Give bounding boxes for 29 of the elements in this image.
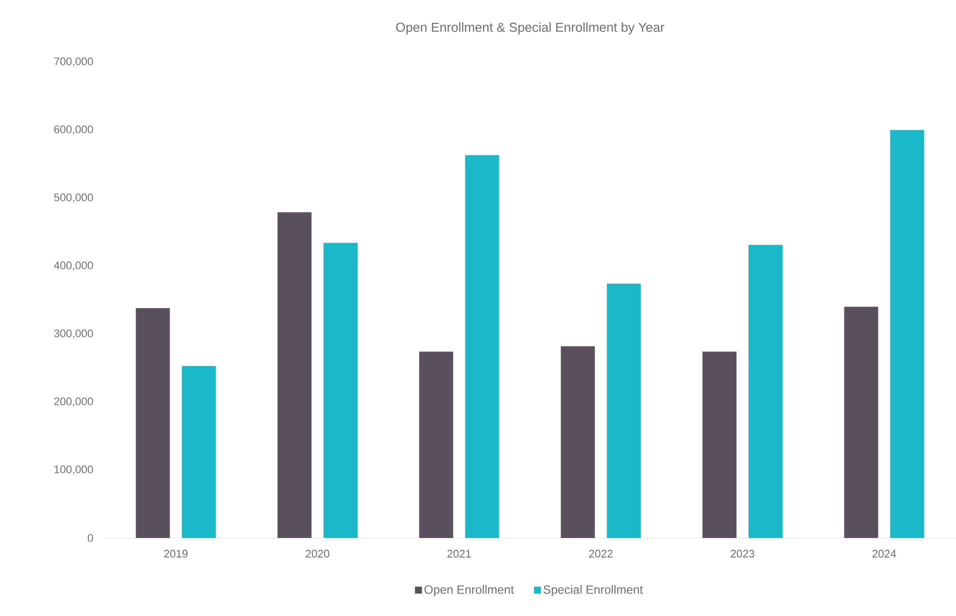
bar [606, 284, 641, 538]
y-tick-label: 400,000 [54, 261, 94, 271]
y-tick-label: 700,000 [54, 57, 94, 67]
x-tick-label: 2022 [589, 550, 613, 558]
x-tick-label: 2019 [164, 550, 188, 558]
bar [560, 346, 595, 538]
legend-label: Open Enrollment [424, 585, 514, 596]
y-tick-label: 200,000 [54, 397, 94, 407]
bar [419, 352, 454, 538]
bar [465, 155, 500, 538]
y-tick-label: 100,000 [54, 465, 94, 475]
bar [324, 242, 358, 538]
bar [702, 352, 737, 538]
bar [182, 366, 216, 538]
x-tick-label: 2021 [447, 550, 471, 558]
bar [844, 306, 878, 538]
bar [278, 212, 312, 538]
x-tick-label: 2020 [306, 550, 330, 558]
chart-title: Open Enrollment & Special Enrollment by Year [396, 22, 664, 34]
x-tick-label: 2023 [730, 550, 754, 558]
y-tick-label: 500,000 [54, 193, 94, 203]
legend-label: Special Enrollment [544, 585, 643, 596]
y-tick-label: 300,000 [54, 329, 94, 339]
x-tick-label: 2024 [872, 550, 896, 558]
bar [748, 244, 783, 538]
y-tick-label: 600,000 [54, 125, 94, 135]
y-tick-label: 0 [88, 534, 94, 542]
bar [890, 130, 924, 538]
bar [136, 308, 170, 538]
